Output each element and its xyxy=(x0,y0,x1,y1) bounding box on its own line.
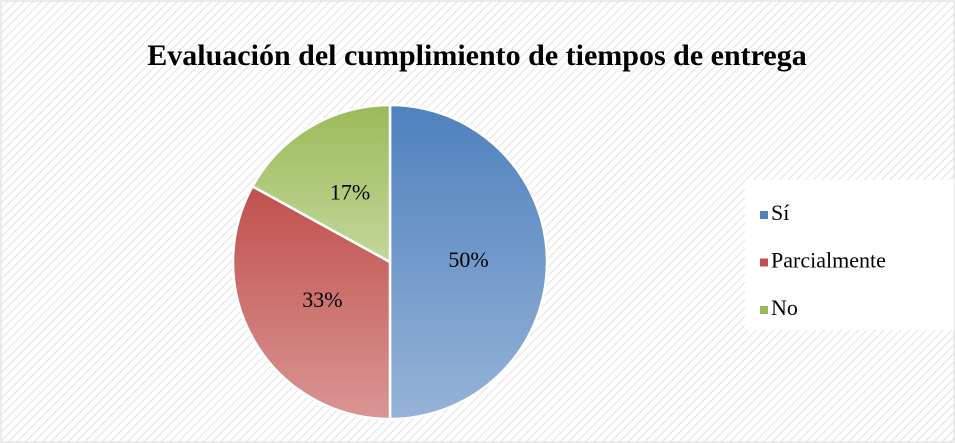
pie-slice xyxy=(231,184,392,421)
pie-slice xyxy=(388,103,549,421)
data-label: 33% xyxy=(302,287,342,312)
legend-label: No xyxy=(771,295,798,320)
chart-title: Evaluación del cumplimiento de tiempos d… xyxy=(147,39,806,72)
pie-slice xyxy=(250,103,392,265)
data-label: 17% xyxy=(330,179,370,204)
legend-swatch xyxy=(760,258,768,267)
legend-swatch xyxy=(760,306,768,314)
legend-label: Parcialmente xyxy=(771,248,886,273)
legend-swatch xyxy=(760,211,768,219)
legend-background xyxy=(745,180,954,330)
legend-label: Sí xyxy=(771,200,789,225)
data-label: 50% xyxy=(448,247,488,272)
